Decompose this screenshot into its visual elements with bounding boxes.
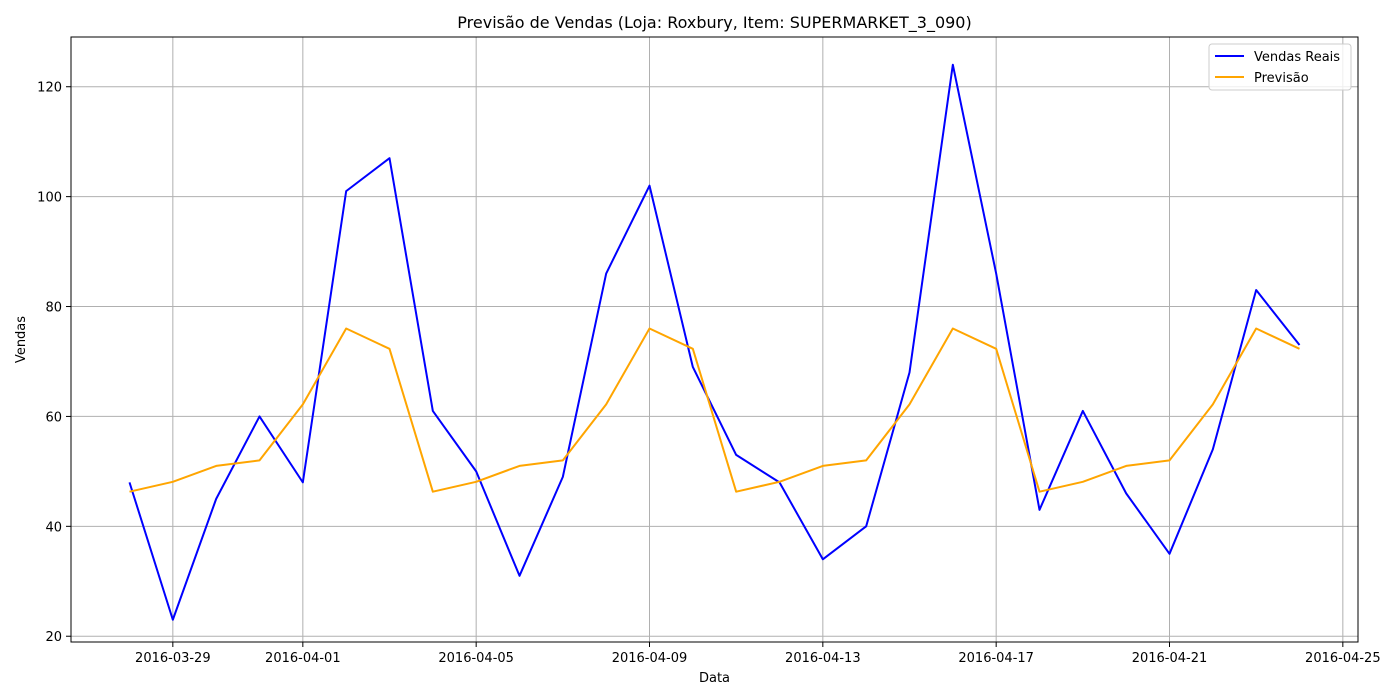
- x-axis-label: Data: [699, 671, 730, 686]
- series-line-vendas-reais: [128, 63, 1301, 621]
- series-line-previsao: [129, 327, 1300, 493]
- x-tick-label: 2016-03-29: [135, 651, 211, 666]
- x-tick-label: 2016-04-21: [1132, 651, 1208, 666]
- legend-label-vendas-reais: Vendas Reais: [1254, 50, 1340, 65]
- legend: Vendas Reais Previsão: [1208, 43, 1352, 91]
- x-axis-ticks: 2016-03-29 2016-04-01 2016-04-05 2016-04-09…: [135, 642, 1381, 666]
- legend-label-previsao: Previsão: [1254, 71, 1309, 86]
- x-tick-label: 2016-04-09: [612, 651, 688, 666]
- y-tick-label: 120: [37, 81, 62, 96]
- x-tick-label: 2016-04-05: [438, 651, 514, 666]
- y-axis-label: Vendas: [14, 316, 29, 363]
- y-tick-label: 100: [37, 191, 62, 206]
- series-lines: [128, 63, 1301, 621]
- x-tick-label: 2016-04-25: [1305, 651, 1381, 666]
- y-axis-ticks: 20 40 60 80 100 120: [37, 81, 71, 645]
- chart-title: Previsão de Vendas (Loja: Roxbury, Item:…: [457, 13, 971, 33]
- x-tick-label: 2016-04-13: [785, 651, 861, 666]
- y-tick-label: 40: [45, 520, 62, 535]
- plot-frame: [70, 36, 1359, 643]
- y-tick-label: 80: [45, 301, 62, 316]
- y-tick-label: 20: [45, 630, 62, 645]
- legend-box: [1208, 43, 1352, 91]
- grid: [71, 37, 1358, 642]
- x-tick-label: 2016-04-01: [265, 651, 341, 666]
- y-tick-label: 60: [45, 410, 62, 425]
- x-tick-label: 2016-04-17: [958, 651, 1034, 666]
